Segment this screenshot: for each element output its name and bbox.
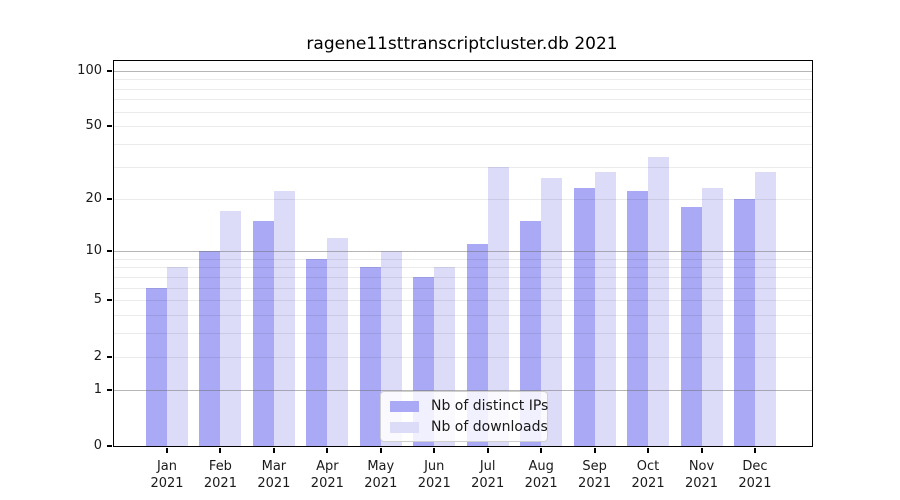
bar-downloads-jul — [487, 166, 509, 446]
gridline-major-10 — [114, 251, 812, 253]
x-tick-label-may: May 2021 — [364, 459, 398, 491]
x-tick-apr — [326, 448, 329, 453]
gridline-minor-40 — [114, 144, 812, 146]
bar-downloads-oct — [648, 157, 670, 446]
bar-downloads-mar — [273, 191, 295, 446]
bar-distinct-ips-apr — [306, 258, 328, 446]
legend-label-distinct-ips: Nb of distinct IPs — [431, 398, 549, 414]
x-tick-jun — [433, 448, 436, 453]
gridline-minor-4 — [114, 315, 812, 317]
y-tick-label-20: 20 — [85, 190, 102, 206]
bar-downloads-nov — [701, 187, 723, 446]
x-tick-dec — [753, 448, 756, 453]
bar-downloads-apr — [327, 237, 349, 446]
y-tick-2 — [107, 355, 112, 358]
bar-distinct-ips-may — [359, 267, 381, 446]
gridline-minor-70 — [114, 99, 812, 101]
gridline-minor-9 — [114, 258, 812, 260]
gridline-minor-6 — [114, 287, 812, 289]
bar-distinct-ips-sep — [573, 187, 595, 446]
x-tick-aug — [540, 448, 543, 453]
gridline-minor-20 — [114, 198, 812, 200]
gridline-minor-5 — [114, 300, 812, 302]
gridline-major-1 — [114, 389, 812, 391]
x-tick-label-jan: Jan 2021 — [150, 459, 184, 491]
legend-label-downloads: Nb of downloads — [431, 419, 548, 435]
chart-title: ragene11sttranscriptcluster.db 2021 — [306, 34, 618, 54]
x-tick-label-jun: Jun 2021 — [417, 459, 451, 491]
y-tick-label-0: 0 — [93, 438, 102, 453]
y-tick-0 — [107, 445, 112, 447]
gridline-minor-8 — [114, 267, 812, 269]
bar-downloads-aug — [541, 178, 563, 446]
x-tick-label-mar: Mar 2021 — [257, 459, 291, 491]
bar-distinct-ips-oct — [627, 191, 649, 446]
bar-distinct-ips-jan — [146, 287, 167, 446]
bar-distinct-ips-nov — [680, 206, 702, 446]
plot-area: Nb of distinct IPs Nb of downloads 0 1 2 5 1… — [77, 60, 813, 491]
x-tick-label-jul: Jul 2021 — [471, 459, 505, 491]
x-tick-label-sep: Sep 2021 — [578, 459, 612, 491]
y-tick-1 — [107, 388, 112, 391]
legend-item-distinct-ips: Nb of distinct IPs — [390, 398, 548, 414]
x-tick-label-nov: Nov 2021 — [684, 459, 719, 491]
gridline-minor-90 — [114, 79, 812, 81]
x-tick-mar — [272, 448, 275, 453]
x-tick-jan — [166, 448, 168, 453]
gridline-minor-80 — [114, 88, 812, 90]
x-tick-sep — [593, 448, 596, 453]
x-tick-label-apr: Apr 2021 — [310, 459, 344, 491]
gridline-minor-60 — [114, 111, 812, 113]
bar-downloads-dec — [754, 172, 776, 446]
y-tick-label-2: 2 — [93, 348, 102, 364]
gridline-minor-7 — [114, 276, 812, 278]
y-tick-label-5: 5 — [93, 292, 102, 308]
y-tick-10 — [107, 250, 112, 253]
x-tick-label-aug: Aug 2021 — [524, 459, 558, 491]
bar-distinct-ips-dec — [733, 198, 755, 446]
x-tick-jul — [486, 448, 489, 453]
y-tick-5 — [107, 299, 112, 302]
y-tick-20 — [107, 197, 112, 200]
bar-downloads-feb — [220, 211, 242, 446]
x-tick-may — [379, 448, 382, 453]
x-tick-oct — [647, 448, 650, 453]
bar-distinct-ips-feb — [199, 251, 221, 446]
legend-swatch-distinct-ips — [390, 400, 419, 412]
x-tick-feb — [219, 448, 222, 453]
bar-downloads-jan — [167, 267, 188, 446]
gridline-minor-30 — [114, 166, 812, 168]
bar-downloads-sep — [594, 172, 616, 446]
gridline-minor-3 — [114, 333, 812, 335]
x-tick-label-oct: Oct 2021 — [631, 459, 665, 491]
x-tick-nov — [700, 448, 703, 453]
y-tick-50 — [107, 125, 112, 128]
y-tick-100 — [107, 69, 112, 72]
y-tick-label-1: 1 — [93, 381, 102, 397]
y-tick-label-10: 10 — [85, 243, 102, 259]
gridline-minor-50 — [114, 126, 812, 128]
legend-item-downloads: Nb of downloads — [390, 419, 548, 435]
legend-swatch-downloads — [390, 421, 419, 433]
legend: Nb of distinct IPs Nb of downloads — [380, 391, 548, 442]
gridline-minor-2 — [114, 356, 812, 358]
y-tick-label-100: 100 — [77, 62, 102, 78]
y-tick-label-50: 50 — [85, 118, 102, 134]
gridline-major-100 — [114, 70, 812, 72]
x-tick-label-dec: Dec 2021 — [738, 459, 772, 491]
x-tick-label-feb: Feb 2021 — [203, 459, 237, 491]
